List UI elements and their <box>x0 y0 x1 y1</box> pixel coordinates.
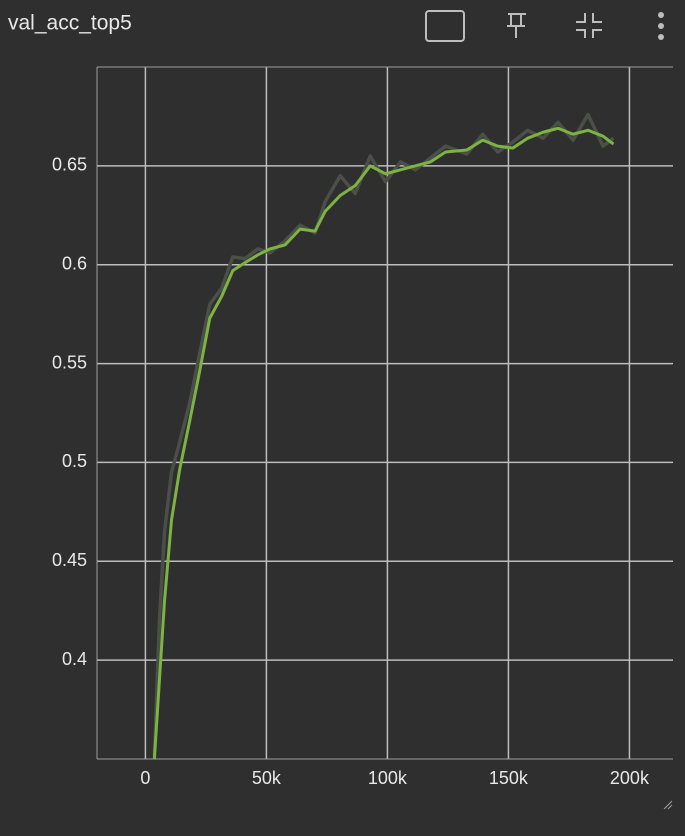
toolbar <box>425 10 602 42</box>
x-tick-label: 0 <box>140 768 150 788</box>
fit-domain-button[interactable] <box>425 10 465 42</box>
pin-button[interactable] <box>507 13 526 38</box>
x-tick-label: 200k <box>610 768 650 788</box>
y-tick-label: 0.4 <box>62 649 87 669</box>
series-line <box>152 112 615 759</box>
chart-title: val_acc_top5 <box>8 12 132 35</box>
series-line <box>152 126 615 759</box>
y-tick-label: 0.6 <box>62 253 87 273</box>
y-tick-label: 0.5 <box>62 451 87 471</box>
y-tick-label: 0.45 <box>52 550 87 570</box>
x-tick-label: 50k <box>252 768 282 788</box>
resize-handle[interactable] <box>663 800 673 810</box>
grid <box>97 67 673 759</box>
x-tick-label: 150k <box>489 768 529 788</box>
collapse-button[interactable] <box>576 13 602 38</box>
y-tick-label: 0.55 <box>52 352 87 372</box>
x-tick-label: 100k <box>368 768 408 788</box>
plot-area <box>152 112 615 759</box>
more-button[interactable] <box>658 12 664 40</box>
y-tick-label: 0.65 <box>52 155 87 175</box>
